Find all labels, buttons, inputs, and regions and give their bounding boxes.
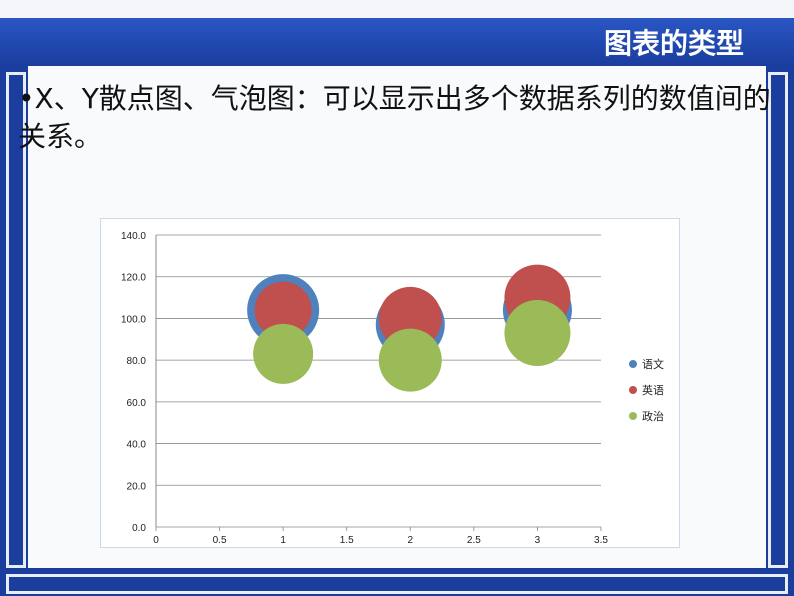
- x-tick-label: 2.5: [467, 535, 481, 546]
- frame-left-pattern: [6, 72, 26, 568]
- frame-bottom-pattern: [6, 574, 788, 594]
- x-tick-label: 2: [408, 535, 414, 546]
- y-tick-label: 100.0: [121, 314, 146, 325]
- legend-label: 政治: [642, 409, 664, 423]
- legend-label: 语文: [642, 357, 664, 371]
- header-bar: [0, 18, 794, 66]
- legend-marker: [629, 360, 637, 368]
- y-tick-label: 40.0: [127, 440, 147, 451]
- y-tick-label: 60.0: [127, 398, 147, 409]
- x-tick-label: 1.5: [340, 535, 354, 546]
- bubble-政治: [253, 323, 314, 384]
- legend-marker: [629, 386, 637, 394]
- bullet-text: •X、Y散点图、气泡图：可以显示出多个数据系列的数值间的关系。: [18, 82, 771, 153]
- x-tick-label: 0.5: [213, 535, 227, 546]
- bubble-chart: 0.0 20.0 40.0 60.0 80.0 100.0 120.0 140.0 0 0.5 1 1…: [121, 231, 664, 546]
- legend-marker: [629, 412, 637, 420]
- y-tick-label: 20.0: [127, 481, 147, 492]
- bubble-政治: [504, 300, 571, 367]
- bubble-英语: [254, 281, 312, 339]
- chart-container: 0.0 20.0 40.0 60.0 80.0 100.0 120.0 140.0 0 0.5 1 1…: [100, 218, 680, 548]
- x-tick-label: 0: [153, 535, 159, 546]
- y-tick-label: 120.0: [121, 273, 146, 284]
- y-tick-label: 0.0: [132, 523, 146, 534]
- frame-right-pattern: [768, 72, 788, 568]
- bubble-政治: [378, 328, 442, 392]
- x-tick-label: 3.5: [594, 535, 608, 546]
- page-title: 图表的类型: [603, 27, 744, 60]
- y-tick-label: 80.0: [127, 356, 147, 367]
- x-tick-label: 3: [535, 535, 541, 546]
- legend-label: 英语: [642, 383, 664, 397]
- y-tick-label: 140.0: [121, 231, 146, 242]
- x-tick-label: 1: [280, 535, 286, 546]
